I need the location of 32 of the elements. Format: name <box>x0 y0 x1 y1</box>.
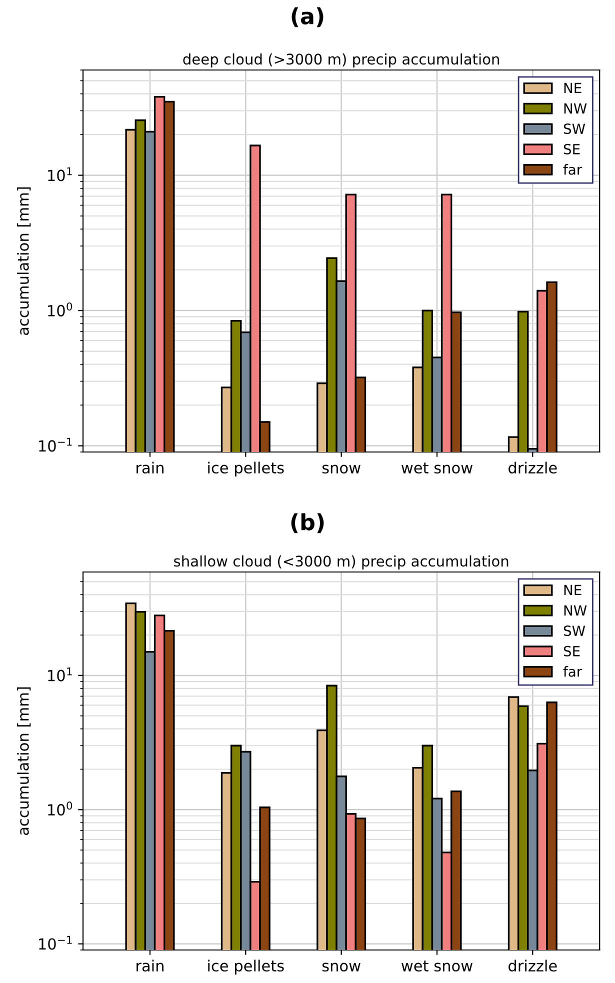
chart-title: (b) <box>291 513 324 534</box>
legend-label: SE <box>564 144 580 154</box>
y-tick-label: 10$^{−1}$ <box>39 936 72 950</box>
legend-label: SW <box>564 626 586 636</box>
y-axis-title: accumulation [mm] <box>17 687 31 835</box>
legend-label: NE <box>564 584 582 596</box>
chart-title: (a) <box>292 7 324 28</box>
x-tick-label: ice pellets <box>208 462 284 477</box>
legend-label: SW <box>564 124 586 134</box>
y-axis-title: accumulation [mm] <box>17 187 31 335</box>
x-tick-label: drizzle <box>508 462 557 474</box>
y-tick-label: 10$^{1}$ <box>48 167 72 182</box>
x-tick-label: rain <box>136 462 164 474</box>
y-tick-label: 10$^{1}$ <box>48 668 72 682</box>
y-tick-label: 10$^{0}$ <box>48 802 72 816</box>
x-tick-label: snow <box>322 464 360 474</box>
y-tick-label: 10$^{0}$ <box>48 302 72 316</box>
legend-label: far <box>563 164 582 175</box>
legend-label: NE <box>564 82 582 94</box>
x-tick-label: wet snow <box>402 462 472 474</box>
x-tick-label: wet snow <box>402 960 472 972</box>
y-tick-label: 10$^{−1}$ <box>39 438 72 452</box>
x-tick-label: ice pellets <box>208 960 284 975</box>
legend-label: far <box>563 666 582 677</box>
chart-subtitle: deep cloud (>3000 m) precip accumulation <box>183 53 500 68</box>
legend-label: NW <box>564 103 587 114</box>
legend-label: SE <box>564 646 580 656</box>
legend-label: NW <box>564 605 587 616</box>
x-tick-label: rain <box>136 960 164 972</box>
chart-subtitle: shallow cloud (<3000 m) precip accumulation <box>174 555 508 570</box>
x-tick-label: snow <box>322 962 360 972</box>
x-tick-label: drizzle <box>508 960 557 972</box>
